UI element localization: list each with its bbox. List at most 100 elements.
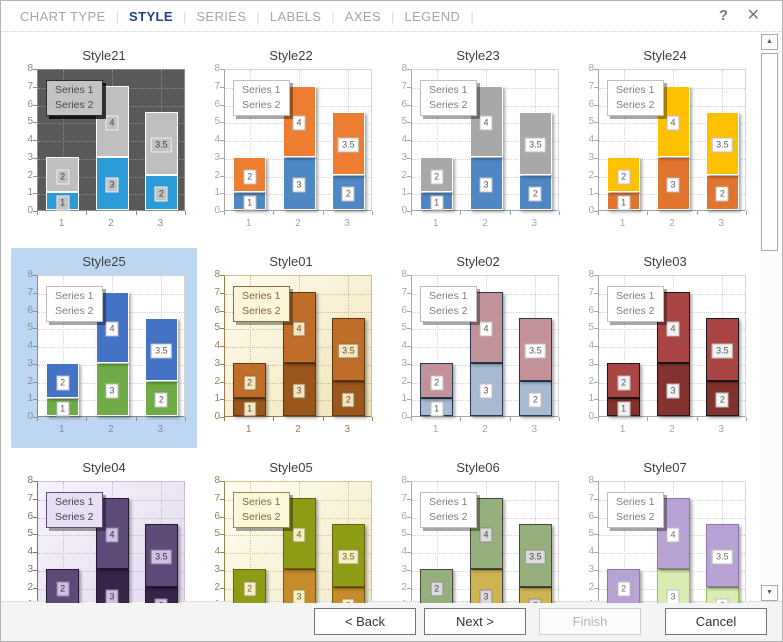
y-axis-tick (407, 417, 411, 418)
y-axis-label: 2 (401, 375, 407, 387)
gridline-vertical (436, 482, 438, 603)
style-tile-style03[interactable]: Style03 1 2 3 4 2 3.5 Series 1 Series 2 0 1 2 3 4 5 6 7 8… (572, 248, 758, 448)
y-axis-tick (407, 69, 411, 70)
style-name: Style24 (643, 48, 687, 63)
x-axis-tick (273, 211, 275, 215)
data-label: 2 (341, 186, 355, 202)
data-label: 4 (292, 115, 306, 131)
back-button[interactable]: < Back (314, 608, 416, 635)
y-axis-label: 3 (588, 563, 594, 575)
plot-area: 1 2 3 4 2 3.5 Series 1 Series 2 (224, 69, 372, 211)
x-axis-label: 2 (108, 424, 114, 435)
legend-entry: Series 1 (55, 496, 94, 508)
data-label: 2 (243, 375, 257, 390)
y-axis-tick (33, 381, 37, 383)
style-tile-style01[interactable]: Style01 1 2 3 4 2 3.5 Series 1 Series 2 0 1 2 3 4 5 6 7 8… (198, 248, 384, 448)
vertical-scrollbar[interactable]: ▲ ▼ (760, 34, 779, 601)
y-axis-label: 2 (588, 581, 594, 593)
x-axis-tick (322, 417, 324, 421)
data-label: 1 (56, 195, 70, 211)
legend-entry: Series 2 (616, 99, 655, 111)
style-tile-style23[interactable]: Style23 1 2 3 4 2 3.5 Series 1 Series 2 0 1 2 3 4 5 6 7 8… (385, 42, 571, 242)
data-label: 3.5 (525, 549, 546, 565)
legend-entry: Series 1 (242, 84, 281, 96)
y-axis-tick (594, 292, 598, 294)
scroll-down-button[interactable]: ▼ (761, 585, 778, 601)
x-axis-tick (559, 417, 560, 421)
data-label: 2 (154, 186, 168, 202)
data-label: 4 (479, 115, 493, 131)
x-axis-tick (86, 211, 88, 215)
data-label: 3 (105, 589, 119, 603)
tab-style[interactable]: STYLE (129, 8, 173, 24)
x-axis-label: 3 (344, 424, 351, 435)
y-axis-tick (407, 534, 411, 536)
style-name: Style21 (82, 48, 126, 63)
data-label: 2 (617, 169, 631, 184)
finish-button[interactable]: Finish (539, 608, 641, 635)
y-axis-tick (407, 193, 411, 195)
close-icon[interactable]: ✕ (746, 7, 760, 24)
style-tile-style02[interactable]: Style02 1 2 3 4 2 3.5 Series 1 Series 2 0 1 2 3 4 5 6 7 8… (385, 248, 571, 448)
y-axis-label: 6 (588, 510, 594, 522)
y-axis-tick (220, 552, 224, 553)
x-axis-tick (322, 211, 324, 215)
tab-series[interactable]: SERIES (196, 8, 247, 24)
y-axis-tick (33, 587, 37, 589)
data-label: 3 (666, 177, 680, 193)
style-tile-style24[interactable]: Style24 1 2 3 4 2 3.5 Series 1 Series 2 0 1 2 3 4 5 6 7 8… (572, 42, 758, 242)
y-axis-tick (220, 122, 224, 124)
y-axis-label: 3 (27, 563, 33, 575)
scroll-up-button[interactable]: ▲ (761, 34, 778, 50)
y-axis-label: 1 (401, 393, 407, 405)
y-axis-tick (220, 399, 224, 401)
tab-labels[interactable]: LABELS (269, 8, 322, 24)
cancel-button[interactable]: Cancel (665, 608, 767, 635)
x-axis-label: 1 (58, 424, 65, 435)
y-axis-tick (594, 104, 598, 106)
button-bar: < Back Next > Finish Cancel (1, 601, 782, 641)
legend-entry: Series 2 (429, 511, 468, 523)
y-axis-tick (33, 140, 37, 141)
y-axis-label: 5 (214, 322, 220, 334)
y-axis-label: 0 (27, 411, 33, 422)
data-label: 4 (105, 527, 119, 543)
y-axis-tick (220, 175, 224, 177)
y-axis-label: 3 (401, 151, 407, 163)
bar-segment-series1 (518, 586, 552, 603)
y-axis-label: 2 (27, 375, 33, 387)
tab-legend[interactable]: LEGEND (404, 8, 461, 24)
style-tile-style25[interactable]: Style25 1 2 3 4 2 3.5 Series 1 Series 2 0 1 2 3 4 5 6 7 8… (11, 248, 197, 448)
y-axis-label: 3 (27, 357, 33, 369)
next-button[interactable]: Next > (424, 608, 526, 635)
x-axis-tick (224, 211, 225, 215)
y-axis-label: 2 (27, 169, 33, 181)
data-label: 1 (56, 401, 70, 417)
data-label: 3 (479, 589, 493, 603)
y-axis-tick (407, 86, 411, 88)
x-axis-label: 3 (531, 424, 538, 435)
scroll-thumb[interactable] (761, 53, 778, 251)
y-axis-label: 6 (214, 98, 220, 110)
gridline-vertical (623, 276, 625, 416)
data-label: 2 (528, 598, 542, 603)
help-icon[interactable]: ? (718, 7, 728, 24)
data-label: 4 (105, 115, 119, 131)
tab-axes[interactable]: AXES (344, 8, 382, 24)
data-label: 4 (292, 321, 306, 337)
style-tile-style22[interactable]: Style22 1 2 3 4 2 3.5 Series 1 Series 2 0 1 2 3 4 5 6 7 8… (198, 42, 384, 242)
style-tile-style21[interactable]: Style21 1 2 3 4 2 3.5 Series 1 Series 2 0 1 2 3 4 5 6 7 8… (11, 42, 197, 242)
y-axis-tick (594, 417, 598, 418)
data-label: 3.5 (712, 137, 733, 153)
plot-area: 1 2 3 4 2 3.5 Series 1 Series 2 (598, 275, 746, 417)
y-axis-label: 4 (214, 546, 220, 557)
tab-chart-type[interactable]: CHART TYPE (20, 8, 106, 24)
